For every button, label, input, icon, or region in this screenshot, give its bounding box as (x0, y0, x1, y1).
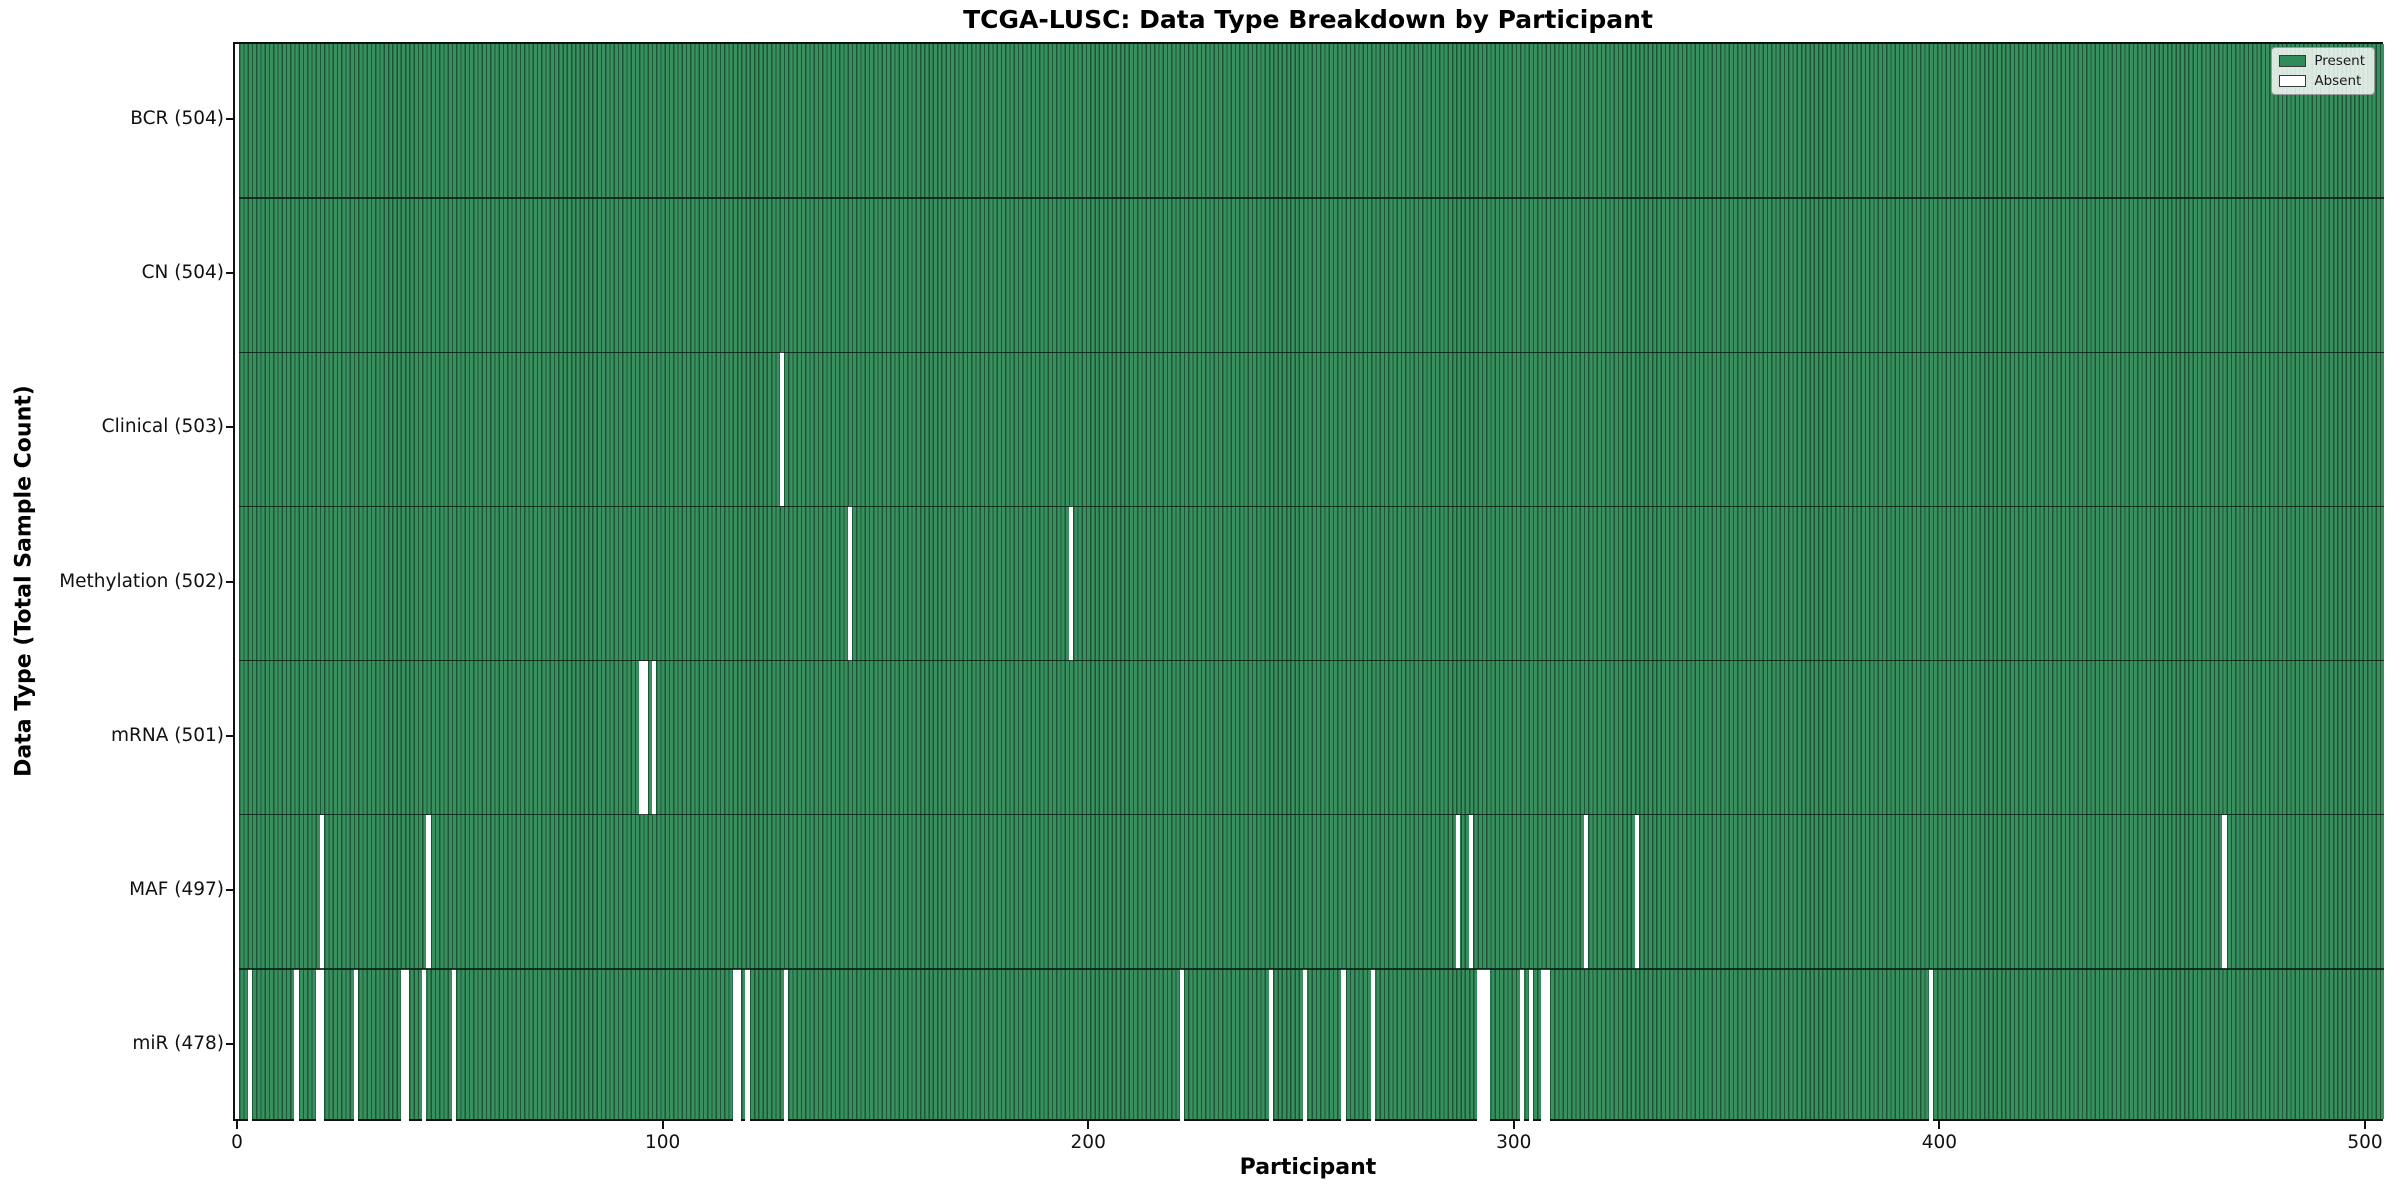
x-tick-mark (2363, 1121, 2366, 1129)
row-boundary (239, 505, 2384, 508)
y-tick-mark (226, 888, 233, 891)
x-tick-mark (661, 1121, 664, 1129)
x-tick-label: 0 (231, 1132, 243, 1153)
x-tick-label: 300 (1496, 1132, 1532, 1153)
legend-absent-swatch-icon (2279, 75, 2307, 87)
y-tick-mark (226, 118, 233, 121)
absent-gap (400, 968, 405, 1123)
absent-gap (1541, 968, 1546, 1123)
absent-gap (1302, 968, 1308, 1123)
absent-gap (1545, 968, 1550, 1123)
chart-title: TCGA-LUSC: Data Type Breakdown by Partic… (963, 5, 1653, 34)
absent-gap (1268, 968, 1274, 1123)
row-boundary (239, 351, 2384, 353)
absent-gap (1481, 968, 1486, 1123)
x-tick-mark (1938, 1121, 1941, 1129)
absent-gap (779, 352, 784, 507)
absent-gap (451, 968, 457, 1123)
absent-gap (422, 968, 427, 1123)
x-tick-label: 500 (2347, 1132, 2383, 1153)
legend-absent-label: Absent (2314, 73, 2362, 89)
absent-gap (1068, 506, 1074, 661)
y-tick-label: miR (478) (132, 1032, 224, 1054)
absent-gap (1179, 968, 1184, 1123)
legend-entry-present: Present (2279, 53, 2365, 69)
absent-gap (353, 968, 359, 1123)
plot-area: Present Absent (233, 42, 2384, 1123)
y-tick-label: mRNA (501) (111, 724, 224, 746)
absent-gap (294, 968, 299, 1123)
y-tick-label: CN (504) (141, 262, 224, 284)
x-tick-label: 200 (1070, 1132, 1106, 1153)
absent-gap (2222, 814, 2227, 969)
y-tick-mark (226, 734, 233, 737)
absent-gap (847, 506, 852, 661)
absent-gap (404, 968, 410, 1123)
x-tick-mark (1087, 1121, 1090, 1129)
absent-gap (732, 968, 737, 1123)
absent-gap (1928, 968, 1933, 1123)
legend-present-swatch-icon (2279, 55, 2307, 67)
row-boundary (239, 659, 2384, 662)
absent-gap (1485, 968, 1491, 1123)
absent-gap (783, 968, 788, 1123)
absent-gap (651, 660, 657, 815)
absent-gap (319, 814, 325, 969)
y-tick-label: BCR (504) (130, 108, 224, 130)
y-tick-mark (226, 272, 233, 275)
row-boundary (239, 814, 2384, 816)
y-tick-label: MAF (497) (129, 878, 224, 900)
absent-gap (319, 968, 325, 1123)
y-tick-mark (226, 426, 233, 429)
x-tick-label: 400 (1921, 1132, 1958, 1153)
x-tick-label: 100 (644, 1132, 681, 1153)
absent-gap (643, 660, 648, 815)
bars-layer (239, 44, 2384, 1123)
absent-gap (1468, 814, 1474, 969)
legend: Present Absent (2271, 47, 2375, 95)
absent-gap (1583, 814, 1589, 969)
absent-gap (1520, 968, 1525, 1123)
absent-gap (1456, 814, 1461, 969)
legend-entry-absent: Absent (2279, 73, 2365, 89)
x-tick-mark (1512, 1121, 1515, 1129)
absent-gap (1634, 814, 1640, 969)
absent-gap (745, 968, 750, 1123)
absent-gap (247, 968, 252, 1123)
y-tick-label: Methylation (502) (59, 570, 224, 592)
row-boundary (239, 197, 2384, 199)
x-axis-label: Participant (1239, 1155, 1377, 1180)
absent-gap (639, 660, 644, 815)
absent-gap (426, 814, 431, 969)
absent-gap (1341, 968, 1346, 1123)
x-tick-mark (236, 1121, 238, 1129)
absent-gap (1477, 968, 1482, 1123)
legend-present-label: Present (2314, 53, 2365, 69)
absent-gap (1528, 968, 1533, 1123)
absent-gap (1371, 968, 1376, 1123)
y-tick-mark (226, 1042, 233, 1045)
y-tick-label: Clinical (503) (101, 416, 224, 438)
absent-gap (736, 968, 742, 1123)
absent-gap (315, 968, 320, 1123)
row-boundary (239, 968, 2384, 970)
y-tick-mark (226, 580, 233, 583)
